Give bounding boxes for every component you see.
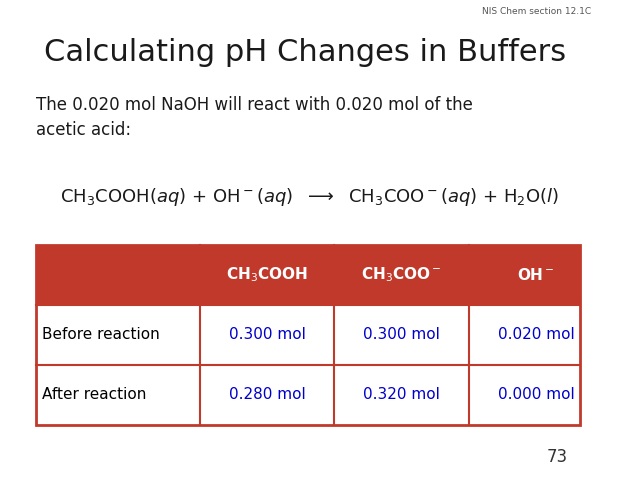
Text: Calculating pH Changes in Buffers: Calculating pH Changes in Buffers <box>44 38 566 67</box>
Text: 0.320 mol: 0.320 mol <box>363 387 440 402</box>
Text: 0.280 mol: 0.280 mol <box>229 387 305 402</box>
Text: CH$_3$COOH$(aq)$ + OH$^-$$(aq)$  $\longrightarrow$  CH$_3$COO$^-$$(aq)$ + H$_2$O: CH$_3$COOH$(aq)$ + OH$^-$$(aq)$ $\longri… <box>60 186 559 208</box>
Text: 0.300 mol: 0.300 mol <box>363 327 440 342</box>
Text: 0.000 mol: 0.000 mol <box>497 387 574 402</box>
Text: 0.020 mol: 0.020 mol <box>497 327 574 342</box>
Text: CH$_3$COO$^-$: CH$_3$COO$^-$ <box>362 265 442 284</box>
Text: OH$^-$: OH$^-$ <box>517 267 555 283</box>
Text: 73: 73 <box>547 447 568 466</box>
Text: NIS Chem section 12.1C: NIS Chem section 12.1C <box>483 7 591 16</box>
Text: CH$_3$COOH: CH$_3$COOH <box>227 265 308 284</box>
Text: After reaction: After reaction <box>42 387 147 402</box>
Text: Before reaction: Before reaction <box>42 327 160 342</box>
Text: 0.300 mol: 0.300 mol <box>228 327 306 342</box>
Text: The 0.020 mol NaOH will react with 0.020 mol of the
acetic acid:: The 0.020 mol NaOH will react with 0.020… <box>36 96 474 139</box>
